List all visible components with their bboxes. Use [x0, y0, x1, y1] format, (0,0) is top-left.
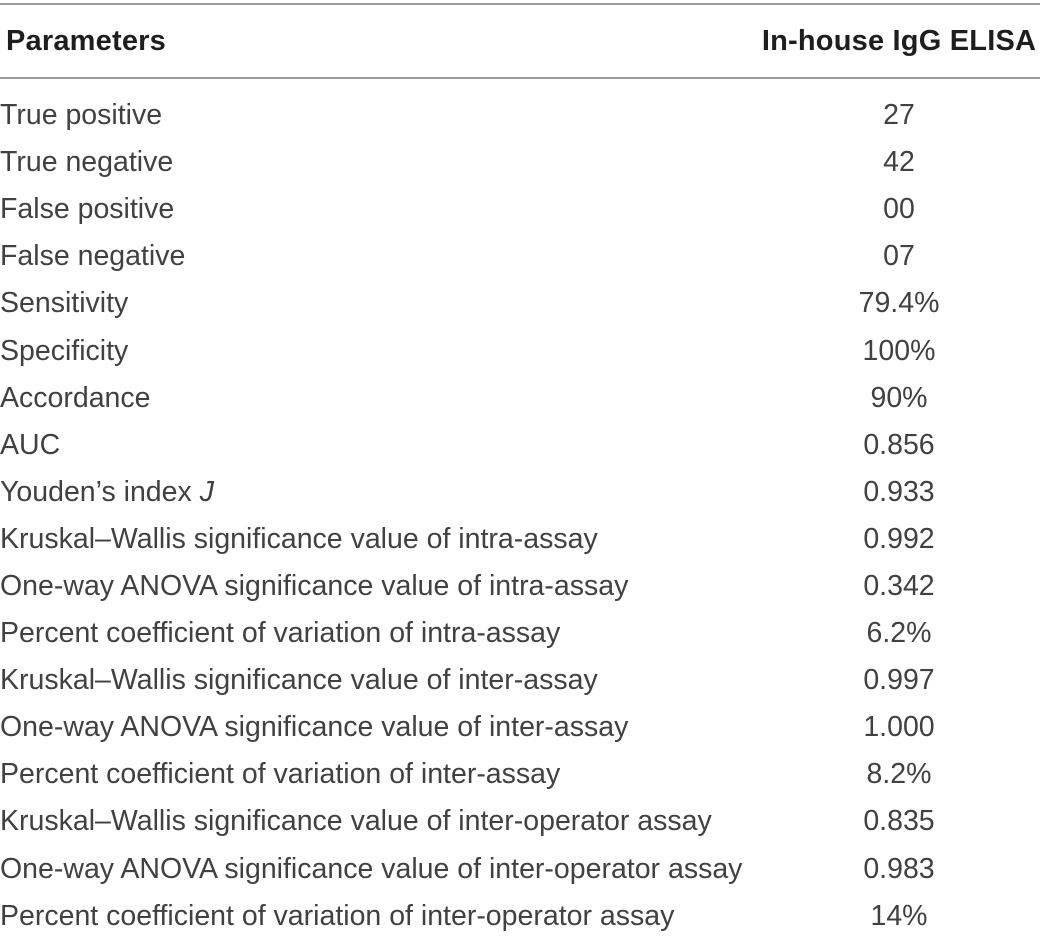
value-cell: 1.000: [863, 711, 935, 744]
table-row: One-way ANOVA significance value of inte…: [0, 846, 1040, 893]
parameter-cell: Youden’s index J: [0, 469, 758, 516]
parameter-label-italic: J: [199, 475, 214, 508]
table-row: Kruskal–Wallis significance value of int…: [0, 798, 1040, 845]
parameter-label: AUC: [0, 428, 61, 461]
value-cell: 27: [883, 99, 915, 132]
parameter-cell: True positive: [0, 78, 758, 139]
parameter-label: False negative: [0, 240, 186, 273]
table-row: Specificity 100%: [0, 327, 1040, 374]
table-row: Kruskal–Wallis significance value of int…: [0, 516, 1040, 563]
parameter-cell: Percent coefficient of variation of inte…: [0, 751, 758, 798]
parameter-cell: Kruskal–Wallis significance value of int…: [0, 516, 758, 563]
parameter-cell: Specificity: [0, 327, 758, 374]
table-header: Parameters In-house IgG ELISA: [0, 3, 1040, 79]
parameter-label: Kruskal–Wallis significance value of int…: [0, 805, 712, 838]
table-body: True positive 27 True negative 42 False …: [0, 78, 1040, 940]
parameter-cell: Percent coefficient of variation of intr…: [0, 610, 758, 657]
table-row: Kruskal–Wallis significance value of int…: [0, 657, 1040, 704]
table-row: Percent coefficient of variation of intr…: [0, 610, 1040, 657]
value-cell: 0.835: [863, 805, 935, 838]
parameter-cell: AUC: [0, 422, 758, 469]
value-cell: 0.856: [863, 428, 935, 461]
value-cell: 0.983: [863, 852, 935, 885]
value-cell: 90%: [870, 381, 928, 414]
parameter-label: Youden’s index: [0, 475, 200, 508]
value-cell: 0.997: [863, 664, 935, 697]
parameter-label: One-way ANOVA significance value of inte…: [0, 852, 743, 885]
parameter-cell: One-way ANOVA significance value of inte…: [0, 846, 758, 893]
parameter-label: Specificity: [0, 334, 129, 367]
parameter-label: Sensitivity: [0, 287, 129, 320]
value-cell: 0.992: [863, 522, 935, 555]
table-row: Youden’s index J 0.933: [0, 469, 1040, 516]
value-cell: 6.2%: [866, 617, 932, 650]
table-row: One-way ANOVA significance value of intr…: [0, 563, 1040, 610]
parameter-cell: Percent coefficient of variation of inte…: [0, 893, 758, 940]
parameter-cell: False positive: [0, 186, 758, 233]
value-cell: 100%: [862, 334, 936, 367]
parameters-header: Parameters: [0, 3, 758, 79]
value-cell: 8.2%: [866, 758, 932, 791]
table-row: Percent coefficient of variation of inte…: [0, 751, 1040, 798]
parameter-label: One-way ANOVA significance value of intr…: [0, 569, 629, 602]
parameter-label: Percent coefficient of variation of intr…: [0, 617, 561, 650]
parameter-cell: One-way ANOVA significance value of intr…: [0, 563, 758, 610]
value-cell: 42: [883, 146, 915, 179]
parameter-cell: Sensitivity: [0, 280, 758, 327]
table-row: One-way ANOVA significance value of inte…: [0, 704, 1040, 751]
table-row: True negative 42: [0, 139, 1040, 186]
value-cell: 00: [883, 193, 915, 226]
table-row: True positive 27: [0, 78, 1040, 139]
parameter-cell: True negative: [0, 139, 758, 186]
parameter-label: Percent coefficient of variation of inte…: [0, 899, 675, 932]
parameter-cell: Kruskal–Wallis significance value of int…: [0, 798, 758, 845]
parameter-label: Accordance: [0, 381, 151, 414]
parameter-label: One-way ANOVA significance value of inte…: [0, 711, 629, 744]
value-cell: 0.933: [863, 475, 935, 508]
table-row: Sensitivity 79.4%: [0, 280, 1040, 327]
value-cell: 0.342: [863, 569, 935, 602]
parameter-label: False positive: [0, 193, 175, 226]
value-cell: 79.4%: [858, 287, 940, 320]
value-cell: 07: [883, 240, 915, 273]
elisa-parameters-table: Parameters In-house IgG ELISA True posit…: [0, 3, 1040, 940]
table-row: False positive 00: [0, 186, 1040, 233]
table-row: Percent coefficient of variation of inte…: [0, 893, 1040, 940]
parameter-label: Kruskal–Wallis significance value of int…: [0, 664, 598, 697]
parameter-cell: False negative: [0, 233, 758, 280]
parameter-label: Percent coefficient of variation of inte…: [0, 758, 561, 791]
table-row: Accordance 90%: [0, 375, 1040, 422]
parameter-label: True positive: [0, 99, 163, 132]
table-row: False negative 07: [0, 233, 1040, 280]
parameter-cell: Kruskal–Wallis significance value of int…: [0, 657, 758, 704]
parameter-label: Kruskal–Wallis significance value of int…: [0, 522, 598, 555]
table-row: AUC 0.856: [0, 422, 1040, 469]
header-row: Parameters In-house IgG ELISA: [0, 3, 1040, 79]
parameter-cell: One-way ANOVA significance value of inte…: [0, 704, 758, 751]
parameter-cell: Accordance: [0, 375, 758, 422]
parameter-label: True negative: [0, 146, 174, 179]
value-cell: 14%: [870, 899, 928, 932]
assay-column-header: In-house IgG ELISA: [758, 3, 1040, 79]
